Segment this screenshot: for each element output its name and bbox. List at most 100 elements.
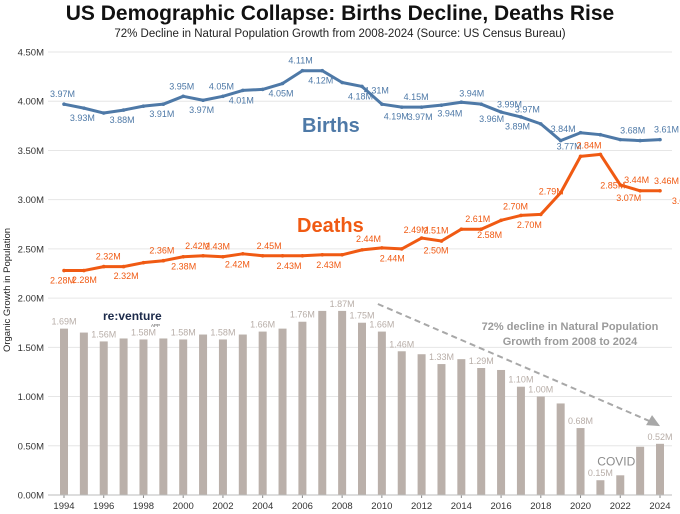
births-series-label: Births	[302, 115, 360, 137]
line-series	[62, 68, 662, 273]
x-tick-label: 2020	[570, 501, 591, 512]
data-point	[399, 247, 404, 251]
line-label: 3.95M	[169, 81, 194, 91]
bar	[278, 328, 287, 495]
data-point	[380, 246, 384, 250]
bar-label: 1.58M	[171, 327, 196, 337]
logo-sub: APP	[151, 323, 160, 328]
covid-label: COVID	[597, 454, 635, 468]
data-point	[539, 122, 543, 126]
data-point	[539, 212, 543, 217]
data-point	[62, 268, 66, 273]
bar-label: 1.29M	[469, 356, 494, 366]
x-tick-label: 1996	[93, 501, 114, 512]
x-tick-label: 2016	[490, 501, 511, 512]
data-point	[161, 102, 166, 106]
data-point	[598, 132, 603, 137]
data-point	[618, 183, 623, 187]
y-tick-label: 3.50M	[18, 146, 44, 157]
line-label: 4.31M	[364, 86, 389, 96]
bar-label: 1.69M	[51, 317, 76, 327]
y-axis-ticks: 0.00M 0.50M 1.00M 1.50M 2.00M 2.50M 3.00M 3.50M…	[18, 48, 44, 502]
bar	[199, 334, 208, 495]
data-point	[141, 104, 146, 108]
x-tick-label: 1998	[133, 501, 154, 512]
line-label: 2.85M	[600, 181, 625, 191]
line-label: 3.68M	[620, 125, 645, 135]
bar	[298, 321, 307, 495]
y-tick-label: 0.50M	[18, 441, 44, 452]
line-label: 2.51M	[423, 225, 448, 235]
data-point	[419, 105, 424, 109]
bar	[477, 368, 486, 495]
line-label: 2.36M	[149, 246, 174, 256]
line-label: 2.50M	[423, 245, 448, 255]
bar-label: 1.46M	[389, 339, 414, 349]
bar-label: 1.58M	[131, 327, 156, 337]
line-label: 2.44M	[380, 253, 405, 263]
data-point	[101, 111, 106, 115]
bar	[417, 354, 426, 495]
line-label: 2.28M	[72, 275, 97, 285]
data-point	[360, 84, 364, 89]
line-label: 4.19M	[384, 112, 409, 122]
bar	[516, 386, 525, 495]
data-point	[82, 106, 86, 110]
bar-label: 1.76M	[290, 310, 315, 320]
deaths-series-label: Deaths	[297, 215, 364, 237]
line-label: 2.45M	[257, 241, 282, 251]
decline-note-line1: 72% decline in Natural Population	[482, 321, 659, 333]
bar	[159, 338, 168, 495]
data-point	[280, 253, 285, 258]
line-label: 2.42M	[225, 259, 250, 269]
bar	[119, 338, 128, 495]
line-label: 2.43M	[316, 260, 341, 270]
line-label: 3.97M	[515, 105, 540, 115]
bar	[596, 480, 605, 495]
x-tick-label: 2018	[530, 501, 551, 512]
x-tick-label: 2002	[212, 501, 233, 512]
bar-label: 1.75M	[349, 311, 374, 321]
data-point	[121, 108, 126, 112]
x-tick-label: 2022	[610, 501, 631, 512]
line-label: 3.44M	[624, 175, 649, 185]
y-tick-label: 1.00M	[18, 392, 44, 403]
data-point	[320, 68, 325, 73]
line-label: 3.84M	[551, 124, 576, 134]
data-point	[479, 102, 484, 106]
line-label: 3.09M	[672, 196, 680, 206]
bar	[338, 310, 347, 495]
line-label: 2.84M	[576, 140, 601, 150]
line-label: 3.91M	[149, 109, 174, 119]
data-point	[499, 218, 503, 223]
decline-arrow-head	[646, 415, 661, 427]
bar-labels: 1.69M 1.56M 1.58M 1.58M 1.58M 1.66M 1.76M 1.87M…	[51, 299, 672, 478]
data-point	[181, 254, 185, 259]
bar	[636, 446, 645, 495]
data-point	[618, 137, 623, 142]
bar-label: 1.56M	[91, 329, 116, 339]
bar	[60, 328, 68, 495]
bar	[556, 403, 565, 495]
data-point	[201, 98, 205, 103]
bar-label: 0.15M	[588, 468, 613, 478]
logo: re:venture	[103, 309, 162, 323]
data-point	[241, 252, 245, 256]
data-point	[260, 253, 265, 258]
bar	[576, 428, 585, 495]
data-point	[380, 102, 384, 106]
line-label: 2.42M	[185, 241, 210, 251]
line-label: 3.94M	[459, 88, 484, 98]
chart-subtitle: 72% Decline in Natural Population Growth…	[114, 28, 566, 40]
data-point	[161, 258, 166, 263]
bar	[616, 475, 625, 495]
data-point	[638, 189, 642, 193]
data-point	[439, 239, 444, 243]
bar-label: 1.87M	[330, 299, 355, 309]
data-point	[201, 253, 205, 258]
bar	[536, 396, 545, 495]
chart-title: US Demographic Collapse: Births Decline,…	[65, 2, 615, 25]
bar-label: 1.58M	[210, 327, 235, 337]
x-axis-ticks: 1994 1996 1998 2000 2002 2004 2006 2008 2010 2012…	[48, 494, 672, 512]
